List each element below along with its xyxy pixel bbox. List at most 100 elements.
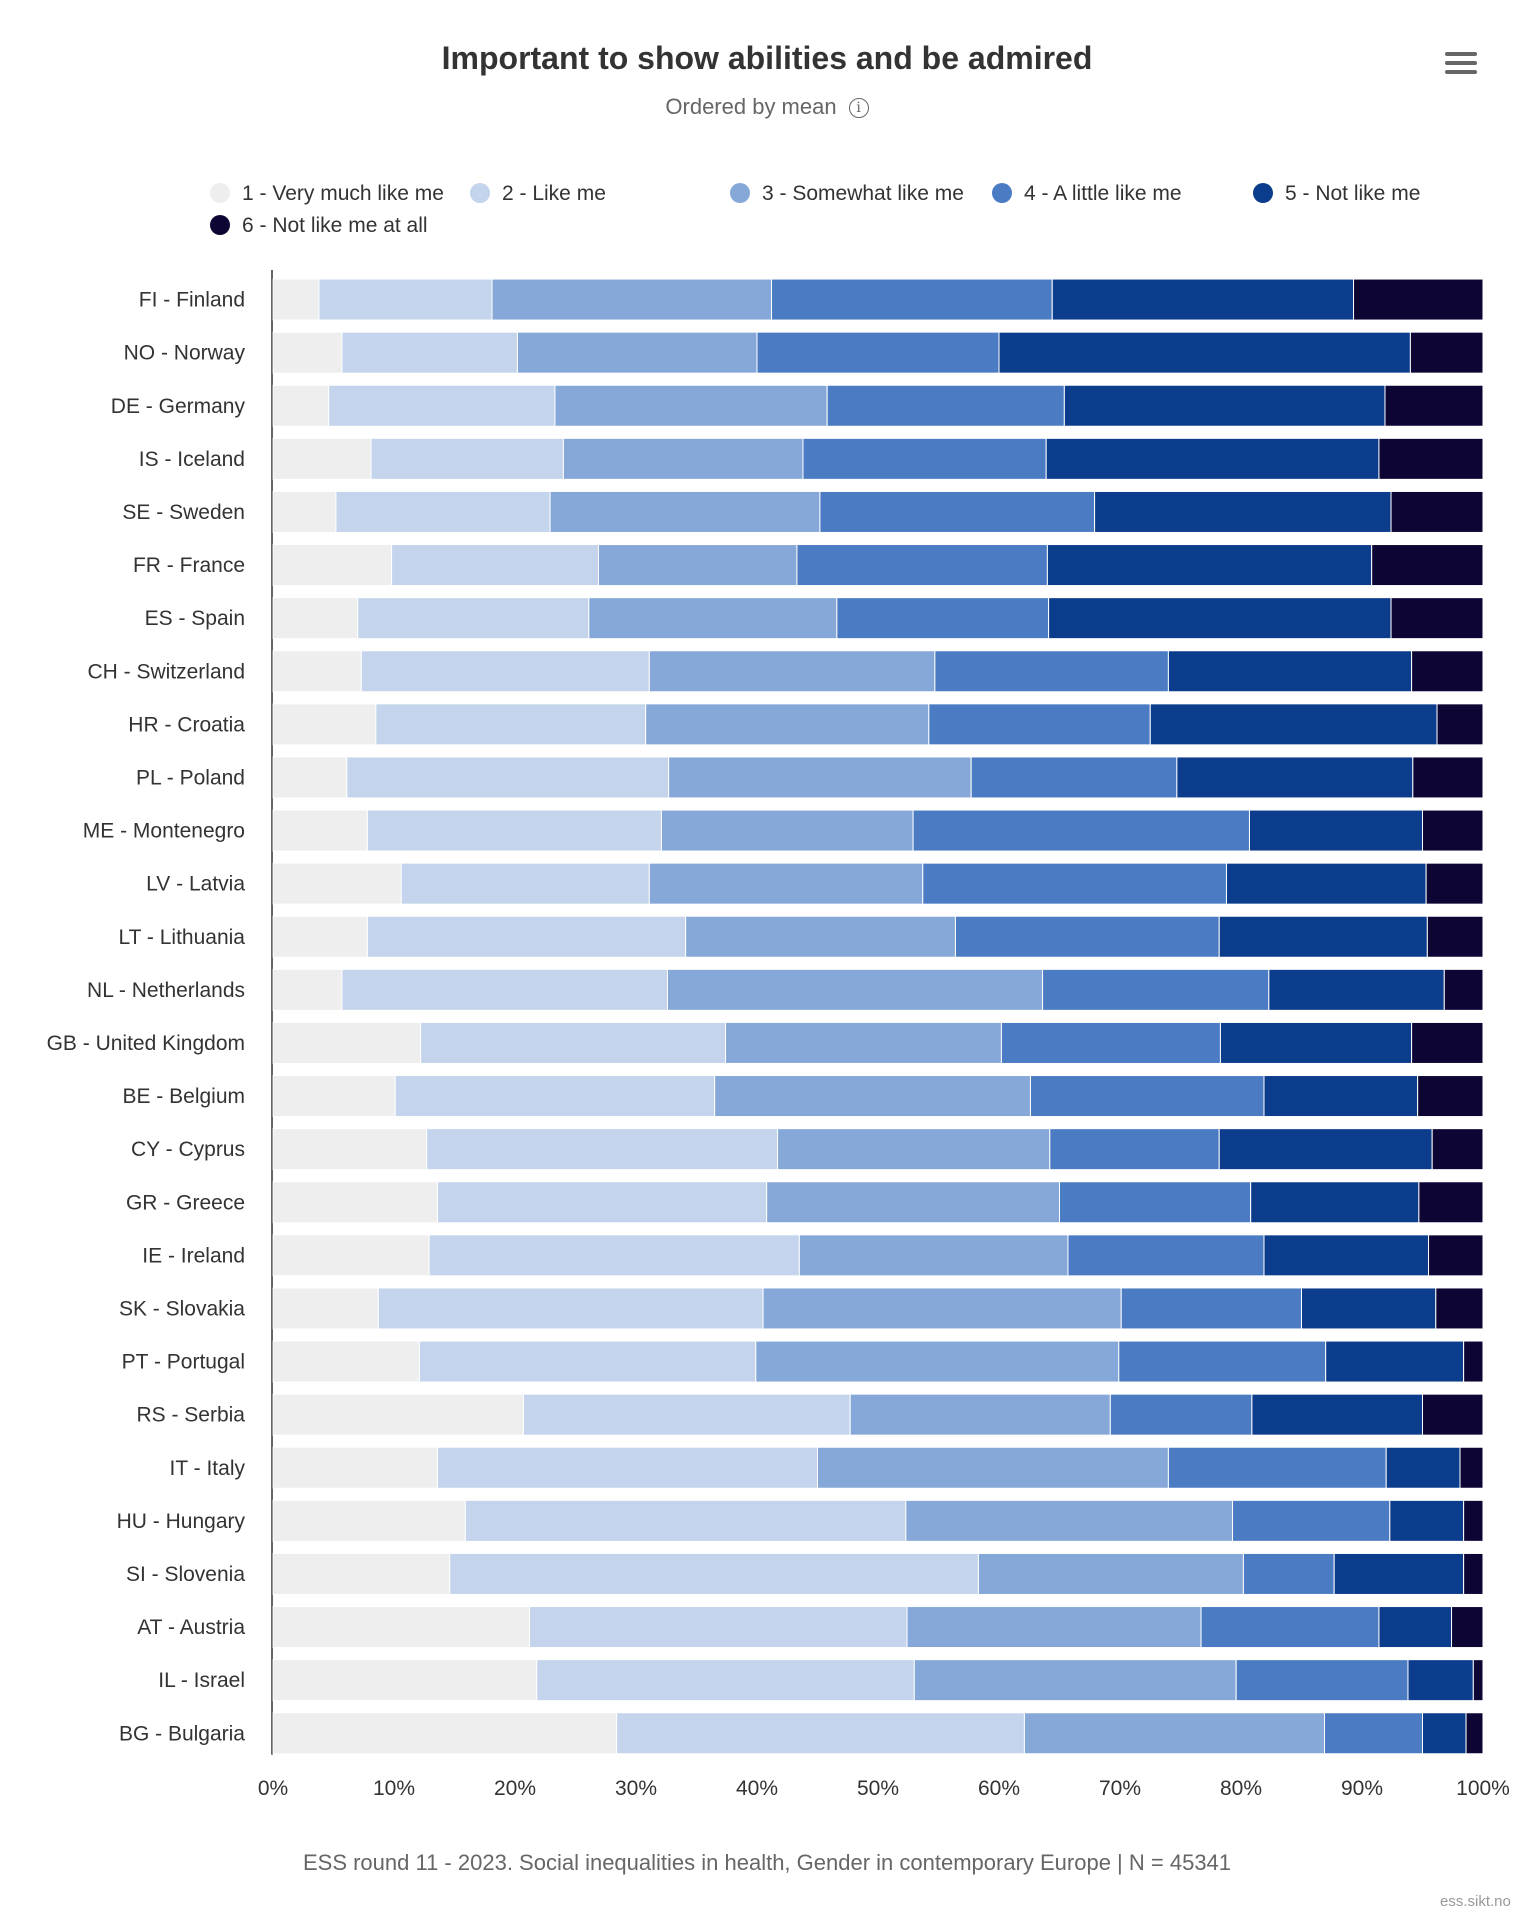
bar-segment-2 (318, 278, 493, 321)
bar-segment-5 (1250, 1181, 1420, 1224)
bar-segment-1 (272, 1234, 430, 1277)
y-tick-label: SI - Slovenia (126, 1563, 245, 1586)
bar-segment-1 (272, 809, 368, 852)
bar-segment-3 (766, 1181, 1060, 1224)
bar-segment-2 (357, 597, 590, 640)
bar-segment-5 (1268, 968, 1445, 1011)
bar-segment-4 (1232, 1499, 1391, 1542)
bar-segment-6 (1411, 650, 1484, 693)
bar-segment-3 (549, 490, 821, 533)
y-tick-label: NO - Norway (124, 342, 246, 365)
legend-label-2: 2 - Like me (502, 182, 606, 205)
y-tick-label: HU - Hungary (117, 1510, 246, 1533)
bar-segment-4 (912, 809, 1250, 852)
legend-item-1[interactable]: 1 - Very much like me (210, 182, 444, 206)
bar-segment-5 (1167, 650, 1413, 693)
bar-segment-2 (328, 384, 556, 427)
bar-segment-5 (1385, 1446, 1461, 1489)
bar-segment-5 (1046, 544, 1373, 587)
bar-segment-6 (1472, 1659, 1484, 1702)
y-tick-label: DE - Germany (111, 395, 246, 418)
bar-segment-4 (802, 437, 1047, 480)
x-tick-label: 70% (1099, 1777, 1141, 1800)
bar-segment-3 (798, 1234, 1069, 1277)
bar-segment-3 (849, 1393, 1111, 1436)
bar-segment-4 (819, 490, 1096, 533)
bar-segment-6 (1463, 1340, 1484, 1383)
bar-segment-1 (272, 915, 368, 958)
bar-segment-1 (272, 1552, 451, 1595)
legend-item-3[interactable]: 3 - Somewhat like me (730, 182, 964, 206)
bar-segment-4 (1109, 1393, 1253, 1436)
bar-segment-3 (648, 650, 936, 693)
bar-segment-3 (562, 437, 804, 480)
bar-segment-2 (522, 1393, 851, 1436)
x-tick-label: 60% (978, 1777, 1020, 1800)
y-tick-label: HR - Croatia (128, 713, 245, 736)
legend-item-6[interactable]: 6 - Not like me at all (210, 214, 428, 238)
legend-label-5: 5 - Not like me (1285, 182, 1421, 205)
bar-segment-4 (1049, 1128, 1220, 1171)
bar-segment-6 (1417, 1075, 1484, 1118)
y-tick-label: AT - Austria (137, 1616, 245, 1639)
bar-segment-1 (272, 1181, 439, 1224)
bar-segment-4 (1323, 1712, 1423, 1755)
bar-segment-6 (1463, 1552, 1484, 1595)
bar-segment-6 (1353, 278, 1484, 321)
bar-segment-1 (272, 968, 343, 1011)
bar-segment-1 (272, 597, 359, 640)
legend-swatch-4 (992, 183, 1012, 203)
bar-segment-3 (660, 809, 914, 852)
bar-segment-3 (491, 278, 773, 321)
bar-segment-5 (1225, 862, 1427, 905)
bar-segment-5 (1218, 1128, 1433, 1171)
bar-segment-6 (1435, 1287, 1484, 1330)
bar-segment-4 (1242, 1552, 1335, 1595)
bar-segment-1 (272, 437, 372, 480)
bar-segment-2 (394, 1075, 716, 1118)
bar-segment-6 (1451, 1606, 1484, 1649)
x-tick-label: 40% (736, 1777, 778, 1800)
bar-segment-2 (377, 1287, 764, 1330)
bar-segment-5 (1333, 1552, 1465, 1595)
y-tick-label: PL - Poland (136, 766, 245, 789)
bar-segment-6 (1412, 756, 1484, 799)
x-tick-label: 20% (494, 1777, 536, 1800)
bar-segment-2 (366, 915, 687, 958)
bar-segment-4 (1059, 1181, 1252, 1224)
bar-segment-1 (272, 1606, 531, 1649)
y-tick-label: SK - Slovakia (119, 1297, 245, 1320)
credit-link[interactable]: ess.sikt.no (1440, 1893, 1511, 1910)
bar-segment-4 (756, 331, 1000, 374)
bar-segment-4 (928, 703, 1151, 746)
bar-segment-5 (1301, 1287, 1437, 1330)
bar-segment-6 (1428, 1234, 1484, 1277)
hamburger-menu-icon[interactable] (1445, 52, 1477, 78)
bar-segment-4 (1000, 1021, 1221, 1064)
bar-segment-6 (1411, 1021, 1484, 1064)
bar-segment-1 (272, 1128, 428, 1171)
bar-segment-3 (597, 544, 798, 587)
legend-label-6: 6 - Not like me at all (242, 214, 428, 237)
bar-segment-2 (536, 1659, 915, 1702)
y-tick-label: FR - France (133, 554, 245, 577)
bar-segment-1 (272, 331, 343, 374)
bar-segment-6 (1422, 1393, 1484, 1436)
y-tick-label: SE - Sweden (122, 501, 245, 524)
legend-item-4[interactable]: 4 - A little like me (992, 182, 1182, 206)
bar-segment-6 (1371, 544, 1484, 587)
info-icon[interactable]: i (848, 98, 869, 119)
bar-segment-2 (428, 1234, 800, 1277)
bar-segment-4 (1042, 968, 1270, 1011)
bar-segment-2 (375, 703, 647, 746)
bar-segment-5 (1149, 703, 1438, 746)
bar-segment-6 (1426, 915, 1484, 958)
legend-item-5[interactable]: 5 - Not like me (1253, 182, 1420, 206)
bar-segment-6 (1422, 809, 1484, 852)
bar-segment-1 (272, 1393, 524, 1436)
bar-segment-4 (922, 862, 1227, 905)
legend-item-2[interactable]: 2 - Like me (470, 182, 606, 206)
bar-segment-2 (420, 1021, 727, 1064)
bar-segment-1 (272, 1712, 618, 1755)
y-tick-label: FI - Finland (139, 289, 245, 312)
